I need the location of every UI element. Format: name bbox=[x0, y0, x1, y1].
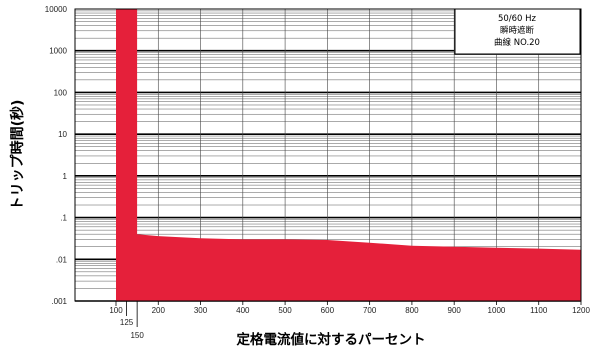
legend-line-curve: 曲線 NO.20 bbox=[494, 37, 540, 48]
x-tick-label: 200 bbox=[152, 306, 166, 315]
y-tick-label: 10000 bbox=[45, 5, 68, 14]
y-tick-label: .1 bbox=[60, 214, 67, 223]
y-axis-ticks: .001 .01 .1 1 10 100 1000 10000 bbox=[45, 5, 68, 306]
x-tick-label: 1100 bbox=[530, 306, 548, 315]
x-tick-label: 1000 bbox=[488, 306, 506, 315]
x-tick-label: 125 bbox=[120, 318, 134, 327]
x-tick-label: 900 bbox=[448, 306, 462, 315]
x-tick-label: 300 bbox=[194, 306, 208, 315]
y-tick-label: 10 bbox=[58, 130, 67, 139]
x-tick-label: 500 bbox=[278, 306, 292, 315]
trip-curve-area bbox=[116, 9, 581, 301]
x-axis-ticks: 100 125 150 200 300 400 500 600 700 800 900 1000 110… bbox=[109, 301, 590, 340]
legend-box: 50/60 Hz 瞬時遮断 曲線 NO.20 bbox=[454, 8, 581, 55]
legend-line-frequency: 50/60 Hz bbox=[498, 14, 537, 24]
trip-region bbox=[116, 9, 581, 301]
x-tick-label: 100 bbox=[109, 306, 123, 315]
y-tick-label: .001 bbox=[51, 297, 67, 306]
y-tick-label: 1000 bbox=[49, 47, 67, 56]
x-tick-label: 400 bbox=[236, 306, 250, 315]
x-tick-label: 1200 bbox=[572, 306, 590, 315]
plot-frame bbox=[74, 8, 582, 302]
x-tick-label: 700 bbox=[363, 306, 377, 315]
x-tick-label: 600 bbox=[321, 306, 335, 315]
x-tick-label: 150 bbox=[130, 331, 144, 340]
x-tick-label: 800 bbox=[405, 306, 419, 315]
y-tick-label: .01 bbox=[56, 255, 68, 264]
legend-line-mode: 瞬時遮断 bbox=[500, 25, 535, 36]
y-axis-label: トリップ時間(秒) bbox=[9, 100, 26, 211]
y-tick-label: 1 bbox=[63, 172, 68, 181]
x-axis-label: 定格電流値に対するパーセント bbox=[237, 331, 426, 348]
y-tick-label: 100 bbox=[54, 88, 68, 97]
